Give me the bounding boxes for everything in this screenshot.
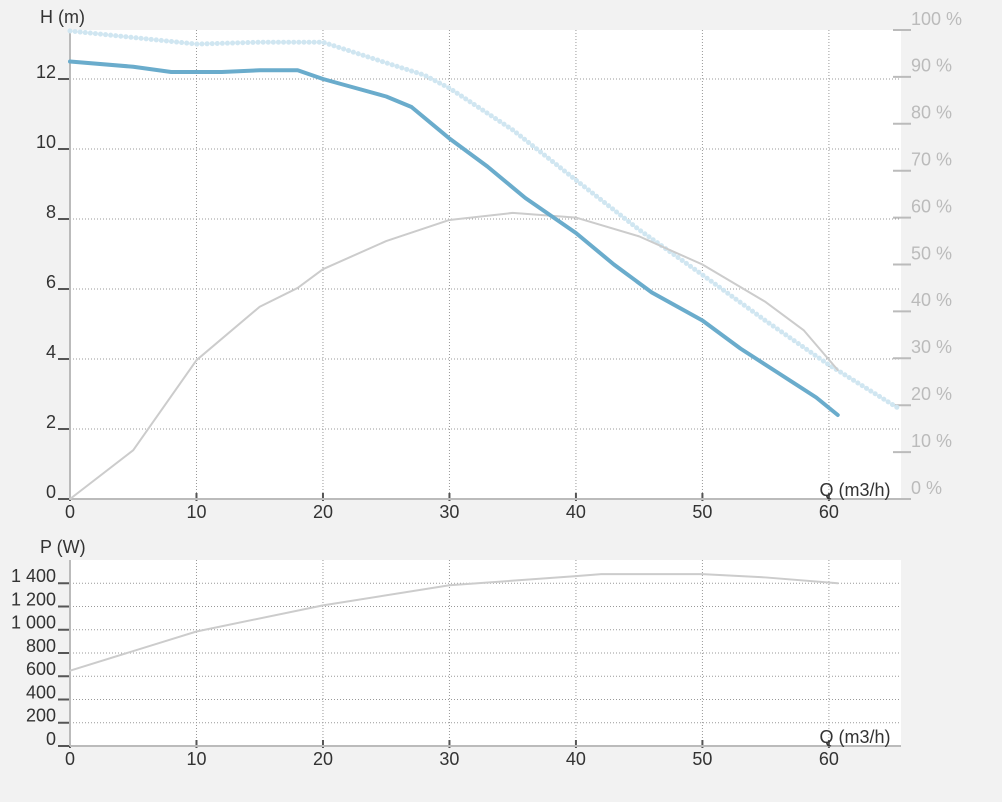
y-axis-label: P (W)	[40, 537, 86, 557]
y-tick-label: 6	[46, 272, 56, 292]
y2-tick-label: 70 %	[911, 149, 952, 169]
y-tick-label: 600	[26, 659, 56, 679]
x-axis-label: Q (m3/h)	[819, 480, 890, 500]
series-line	[67, 28, 904, 413]
x-tick-label: 40	[566, 502, 586, 522]
y-tick-label: 12	[36, 62, 56, 82]
y2-tick-label: 40 %	[911, 290, 952, 310]
x-tick-label: 10	[186, 749, 206, 769]
y2-tick-label: 50 %	[911, 243, 952, 263]
x-tick-label: 30	[439, 749, 459, 769]
y2-tick-label: 10 %	[911, 431, 952, 451]
x-tick-label: 20	[313, 749, 333, 769]
x-tick-label: 0	[65, 502, 75, 522]
y2-tick-label: 90 %	[911, 56, 952, 76]
y2-tick-label: 30 %	[911, 337, 952, 357]
plot-area	[70, 30, 901, 499]
y-tick-label: 200	[26, 706, 56, 726]
series-line	[69, 211, 839, 500]
y-tick-label: 8	[46, 202, 56, 222]
x-tick-label: 50	[692, 749, 712, 769]
series-line	[69, 573, 839, 672]
x-axis-label: Q (m3/h)	[819, 727, 890, 747]
y-tick-label: 2	[46, 412, 56, 432]
y-tick-label: 1 000	[11, 613, 56, 633]
x-tick-label: 0	[65, 749, 75, 769]
y2-tick-label: 20 %	[911, 384, 952, 404]
y-tick-label: 400	[26, 682, 56, 702]
y-tick-label: 4	[46, 342, 56, 362]
y2-tick-label: 80 %	[911, 103, 952, 123]
x-tick-label: 40	[566, 749, 586, 769]
y-tick-label: 0	[46, 482, 56, 502]
y2-tick-label: 60 %	[911, 196, 952, 216]
y-tick-label: 0	[46, 729, 56, 749]
y-tick-label: 10	[36, 132, 56, 152]
y-tick-label: 800	[26, 636, 56, 656]
y2-tick-label: 100 %	[911, 9, 962, 29]
x-tick-label: 10	[186, 502, 206, 522]
series-line	[68, 59, 840, 417]
x-tick-label: 20	[313, 502, 333, 522]
y-tick-label: 1 200	[11, 589, 56, 609]
x-tick-label: 30	[439, 502, 459, 522]
x-tick-label: 50	[692, 502, 712, 522]
y2-tick-label: 0 %	[911, 478, 942, 498]
x-tick-label: 60	[819, 502, 839, 522]
y-axis-label: H (m)	[40, 7, 85, 27]
y-tick-label: 1 400	[11, 566, 56, 586]
x-tick-label: 60	[819, 749, 839, 769]
plot-area	[70, 560, 901, 746]
